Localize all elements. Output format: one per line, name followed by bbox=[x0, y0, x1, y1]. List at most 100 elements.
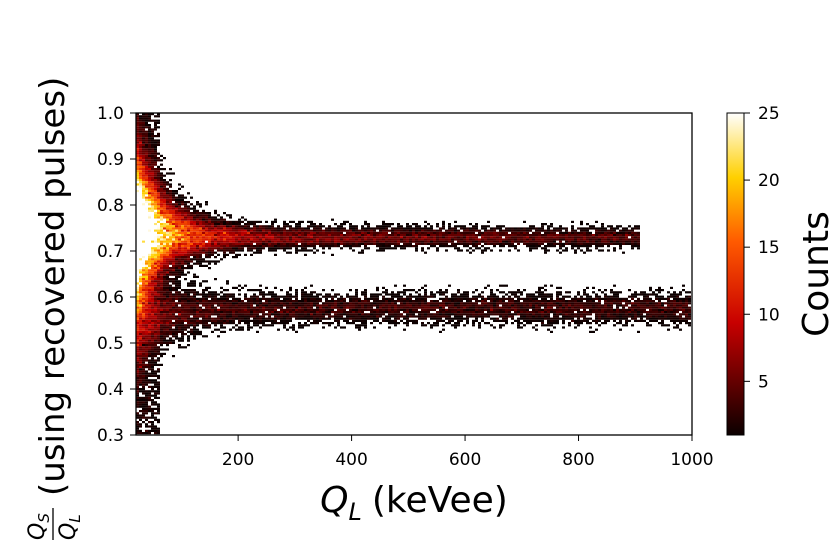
heatmap-cell bbox=[472, 322, 475, 325]
heatmap-cell bbox=[163, 297, 166, 300]
heatmap-cell bbox=[226, 240, 229, 243]
heatmap-cell bbox=[139, 183, 142, 186]
heatmap-cell bbox=[493, 238, 496, 241]
heatmap-cell bbox=[295, 238, 298, 241]
heatmap-cell bbox=[247, 247, 250, 250]
heatmap-cell bbox=[211, 313, 214, 316]
heatmap-cell bbox=[163, 267, 166, 270]
heatmap-cell bbox=[529, 245, 532, 248]
heatmap-cell bbox=[178, 256, 181, 259]
heatmap-cell bbox=[289, 247, 292, 250]
heatmap-cell bbox=[328, 293, 331, 296]
heatmap-cell bbox=[400, 236, 403, 239]
heatmap-cell bbox=[517, 324, 520, 327]
heatmap-cell bbox=[151, 212, 154, 215]
heatmap-cell bbox=[463, 245, 466, 248]
heatmap-cell bbox=[148, 267, 151, 270]
heatmap-cell bbox=[502, 245, 505, 248]
heatmap-cell bbox=[184, 212, 187, 215]
heatmap-cell bbox=[178, 271, 181, 274]
heatmap-cell bbox=[415, 238, 418, 241]
heatmap-cell bbox=[139, 306, 142, 309]
heatmap-cell bbox=[313, 247, 316, 250]
heatmap-cell bbox=[283, 319, 286, 322]
heatmap-cell bbox=[403, 247, 406, 250]
heatmap-cell bbox=[532, 238, 535, 241]
heatmap-cell bbox=[163, 192, 166, 195]
heatmap-cell bbox=[277, 328, 280, 331]
heatmap-cell bbox=[187, 319, 190, 322]
heatmap-cell bbox=[172, 333, 175, 336]
heatmap-cell bbox=[484, 227, 487, 230]
heatmap-cell bbox=[184, 262, 187, 265]
heatmap-cell bbox=[181, 240, 184, 243]
heatmap-cell bbox=[145, 383, 148, 386]
heatmap-cell bbox=[172, 308, 175, 311]
heatmap-cell bbox=[172, 324, 175, 327]
heatmap-cell bbox=[337, 319, 340, 322]
heatmap-cell bbox=[148, 344, 151, 347]
heatmap-cell bbox=[139, 313, 142, 316]
heatmap-cell bbox=[409, 302, 412, 305]
heatmap-cell bbox=[493, 313, 496, 316]
heatmap-cell bbox=[475, 223, 478, 226]
heatmap-cell bbox=[355, 317, 358, 320]
heatmap-cell bbox=[274, 220, 277, 223]
heatmap-cell bbox=[271, 300, 274, 303]
heatmap-cell bbox=[556, 291, 559, 294]
heatmap-cell bbox=[157, 132, 160, 135]
heatmap-cell bbox=[415, 297, 418, 300]
heatmap-cell bbox=[163, 280, 166, 283]
heatmap-cell bbox=[523, 289, 526, 292]
heatmap-cell bbox=[286, 297, 289, 300]
heatmap-cell bbox=[166, 249, 169, 252]
heatmap-cell bbox=[304, 227, 307, 230]
heatmap-cell bbox=[169, 183, 172, 186]
heatmap-cell bbox=[175, 278, 178, 281]
heatmap-cell bbox=[352, 229, 355, 232]
heatmap-cell bbox=[199, 245, 202, 248]
heatmap-cell bbox=[178, 236, 181, 239]
heatmap-cell bbox=[295, 297, 298, 300]
heatmap-cell bbox=[139, 319, 142, 322]
heatmap-cell bbox=[244, 313, 247, 316]
heatmap-cell bbox=[148, 300, 151, 303]
heatmap-cell bbox=[520, 326, 523, 329]
heatmap-cell bbox=[184, 304, 187, 307]
heatmap-cell bbox=[532, 308, 535, 311]
heatmap-cell bbox=[184, 273, 187, 276]
heatmap-cell bbox=[346, 313, 349, 316]
heatmap-cell bbox=[415, 311, 418, 314]
heatmap-cell bbox=[466, 308, 469, 311]
heatmap-cell bbox=[460, 227, 463, 230]
heatmap-cell bbox=[214, 262, 217, 265]
heatmap-cell bbox=[256, 242, 259, 245]
heatmap-cell bbox=[211, 238, 214, 241]
heatmap-cell bbox=[145, 278, 148, 281]
heatmap-cell bbox=[151, 401, 154, 404]
heatmap-cell bbox=[145, 403, 148, 406]
heatmap-cell bbox=[208, 229, 211, 232]
heatmap-cell bbox=[379, 249, 382, 252]
heatmap-cell bbox=[463, 293, 466, 296]
heatmap-cell bbox=[463, 240, 466, 243]
heatmap-cell bbox=[379, 229, 382, 232]
heatmap-cell bbox=[172, 311, 175, 314]
heatmap-cell bbox=[439, 238, 442, 241]
heatmap-cell bbox=[154, 143, 157, 146]
heatmap-cell bbox=[445, 295, 448, 298]
heatmap-cell bbox=[169, 339, 172, 342]
heatmap-cell bbox=[394, 308, 397, 311]
heatmap-cell bbox=[343, 317, 346, 320]
heatmap-cell bbox=[406, 231, 409, 234]
heatmap-cell bbox=[136, 286, 139, 289]
heatmap-cell bbox=[328, 315, 331, 318]
heatmap-cell bbox=[157, 337, 160, 340]
heatmap-cell bbox=[163, 225, 166, 228]
heatmap-cell bbox=[364, 295, 367, 298]
heatmap-cell bbox=[541, 242, 544, 245]
heatmap-cell bbox=[328, 247, 331, 250]
heatmap-cell bbox=[214, 324, 217, 327]
heatmap-cell bbox=[517, 249, 520, 252]
heatmap-cell bbox=[136, 333, 139, 336]
